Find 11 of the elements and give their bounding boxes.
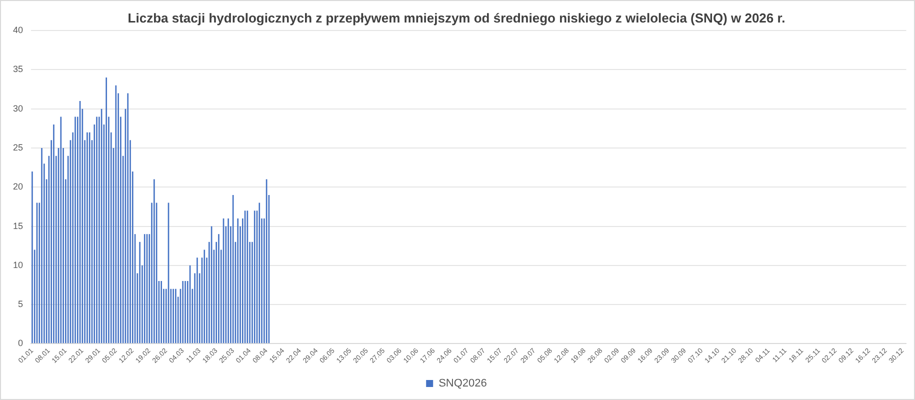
legend-label: SNQ2026 <box>438 378 487 390</box>
y-tick-label: 25 <box>12 142 24 152</box>
y-tick-label: 5 <box>18 299 24 310</box>
y-tick-label: 20 <box>12 182 24 192</box>
y-tick-label: 30 <box>12 103 24 114</box>
y-tick-label: 15 <box>12 220 24 231</box>
chart-title: Liczba stacji hydrologicznych z przepływem mniejszym od średniego niskiego z wielolecia (SNQ) w 2026 r. <box>128 10 786 26</box>
y-tick-label: 0 <box>18 338 24 348</box>
y-tick-label: 35 <box>12 64 24 74</box>
y-tick-label: 40 <box>12 25 24 36</box>
y-tick-label: 10 <box>12 260 24 270</box>
